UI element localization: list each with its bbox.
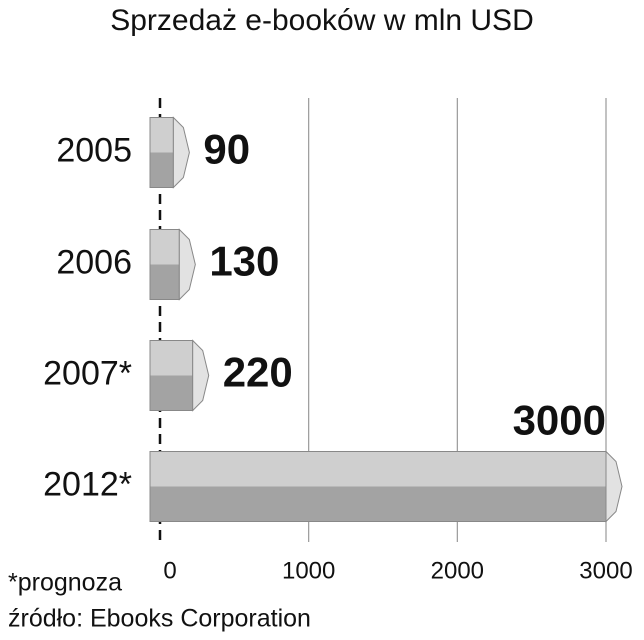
chart-title: Sprzedaż e-booków w mln USD: [110, 4, 534, 37]
footnote: *prognoza: [8, 569, 122, 597]
bar: [149, 451, 607, 522]
bar: [149, 117, 174, 188]
x-tick-label: 3000: [579, 557, 632, 584]
bar-cap: [605, 450, 623, 523]
x-tick-label: 1000: [282, 557, 335, 584]
bar: [149, 340, 194, 411]
bar-cap: [192, 339, 210, 412]
value-label: 220: [223, 349, 293, 396]
bar-cap: [172, 116, 190, 189]
value-label: 3000: [513, 397, 606, 444]
source: źródło: Ebooks Corporation: [8, 605, 311, 633]
x-tick-label: 2000: [431, 557, 484, 584]
y-tick-label: 2007*: [43, 354, 132, 392]
y-tick-label: 2012*: [43, 465, 132, 503]
value-label: 130: [209, 238, 279, 285]
x-tick-label: 0: [163, 557, 176, 584]
bar: [149, 229, 180, 300]
y-tick-label: 2005: [56, 131, 132, 169]
bar-cap: [178, 228, 196, 301]
value-label: 90: [203, 126, 250, 173]
y-tick-label: 2006: [56, 243, 132, 281]
